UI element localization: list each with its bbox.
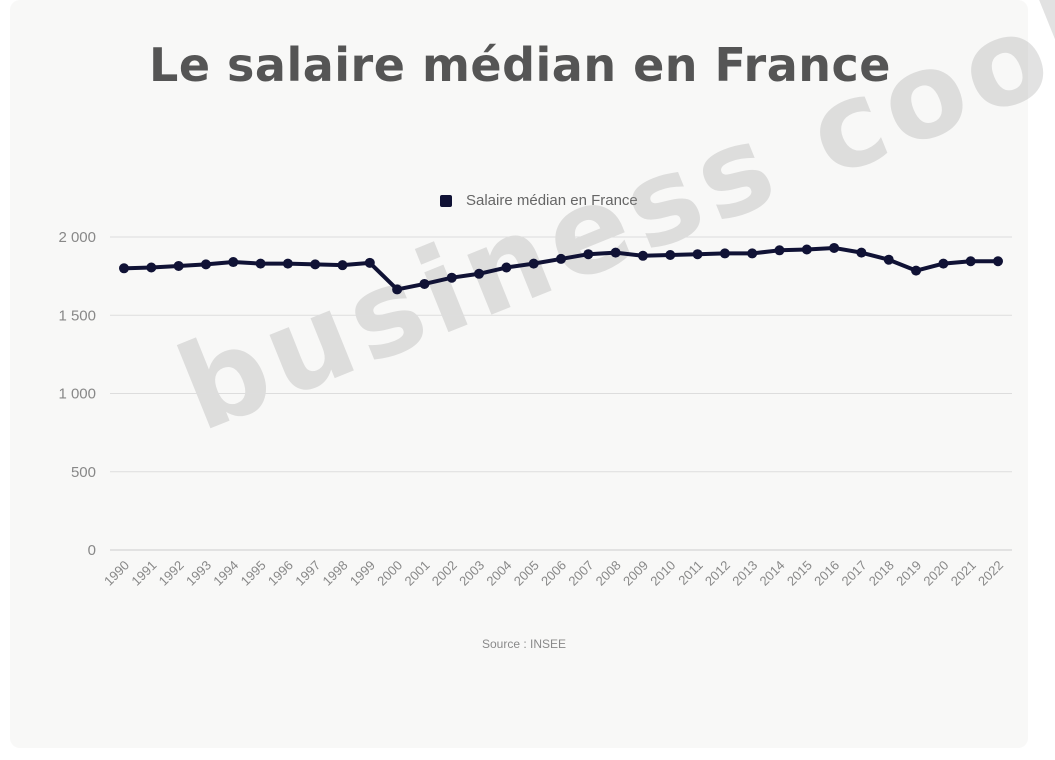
x-tick-label: 2004 xyxy=(483,558,514,589)
data-point xyxy=(938,258,949,269)
legend-label: Salaire médian en France xyxy=(466,192,638,209)
x-tick-label: 1998 xyxy=(320,558,351,589)
x-tick-label: 1990 xyxy=(101,558,132,589)
y-tick-label: 2 000 xyxy=(58,229,96,246)
x-tick-label: 2013 xyxy=(729,558,760,589)
data-point xyxy=(228,257,239,268)
chart-title: Le salaire médian en France xyxy=(149,38,891,92)
data-point xyxy=(637,250,648,261)
x-tick-label: 2005 xyxy=(511,558,542,589)
data-point xyxy=(200,259,211,270)
x-tick-label: 1994 xyxy=(210,558,241,589)
x-tick-label: 2015 xyxy=(784,558,815,589)
x-tick-label: 1996 xyxy=(265,558,296,589)
x-tick-label: 2008 xyxy=(593,558,624,589)
data-point xyxy=(337,260,348,271)
y-tick-label: 1 500 xyxy=(58,307,96,324)
data-point xyxy=(419,278,430,289)
x-tick-label: 2018 xyxy=(866,558,897,589)
data-point xyxy=(801,244,812,255)
data-point xyxy=(965,256,976,267)
data-point xyxy=(282,258,293,269)
chart-legend: Salaire médian en France xyxy=(440,192,638,209)
data-point xyxy=(583,249,594,260)
x-tick-label: 2003 xyxy=(456,558,487,589)
x-tick-label: 2021 xyxy=(948,558,979,589)
data-point xyxy=(392,284,403,295)
x-tick-label: 2016 xyxy=(811,558,842,589)
data-point xyxy=(474,268,485,279)
data-point xyxy=(774,245,785,256)
x-tick-label: 2017 xyxy=(839,558,870,589)
y-tick-label: 500 xyxy=(71,464,96,481)
x-tick-label: 2012 xyxy=(702,558,733,589)
data-point xyxy=(364,257,375,268)
data-point xyxy=(692,249,703,260)
data-point xyxy=(501,262,512,273)
data-point xyxy=(856,247,867,258)
data-point xyxy=(829,242,840,253)
legend-swatch-icon xyxy=(440,194,452,207)
data-point xyxy=(255,258,266,269)
x-tick-label: 2022 xyxy=(975,558,1006,589)
data-point xyxy=(528,258,539,269)
data-point xyxy=(146,262,157,273)
data-point xyxy=(665,249,676,260)
x-tick-label: 2006 xyxy=(538,558,569,589)
data-point xyxy=(556,253,566,264)
x-tick-label: 2000 xyxy=(374,558,405,589)
x-tick-label: 2010 xyxy=(647,558,678,589)
data-point xyxy=(173,260,184,271)
x-tick-label: 1992 xyxy=(156,558,187,589)
data-point xyxy=(119,263,129,274)
x-tick-label: 2020 xyxy=(920,558,951,589)
x-tick-label: 1995 xyxy=(238,558,269,589)
x-tick-label: 1999 xyxy=(347,558,378,589)
data-point xyxy=(610,247,621,258)
data-point xyxy=(719,248,730,259)
chart-card: Le salaire médian en France Salaire médi… xyxy=(10,0,1055,748)
data-point xyxy=(310,259,321,270)
x-tick-label: 2014 xyxy=(757,558,788,589)
data-point xyxy=(993,256,1003,267)
x-tick-label: 2019 xyxy=(893,558,924,589)
y-tick-label: 1 000 xyxy=(58,386,96,403)
data-point xyxy=(911,265,922,276)
x-tick-label: 2002 xyxy=(429,558,460,589)
x-tick-label: 2009 xyxy=(620,558,651,589)
x-tick-label: 2001 xyxy=(402,558,433,589)
x-tick-label: 2011 xyxy=(675,558,705,588)
x-tick-label: 1997 xyxy=(292,558,323,589)
x-tick-label: 2007 xyxy=(565,558,596,589)
data-point xyxy=(446,272,457,283)
data-point xyxy=(883,254,894,265)
x-tick-label: 1991 xyxy=(128,558,159,589)
y-tick-label: 0 xyxy=(88,542,96,559)
data-point xyxy=(747,248,758,259)
x-tick-label: 1993 xyxy=(183,558,214,589)
source-note: Source : INSEE xyxy=(481,637,567,651)
